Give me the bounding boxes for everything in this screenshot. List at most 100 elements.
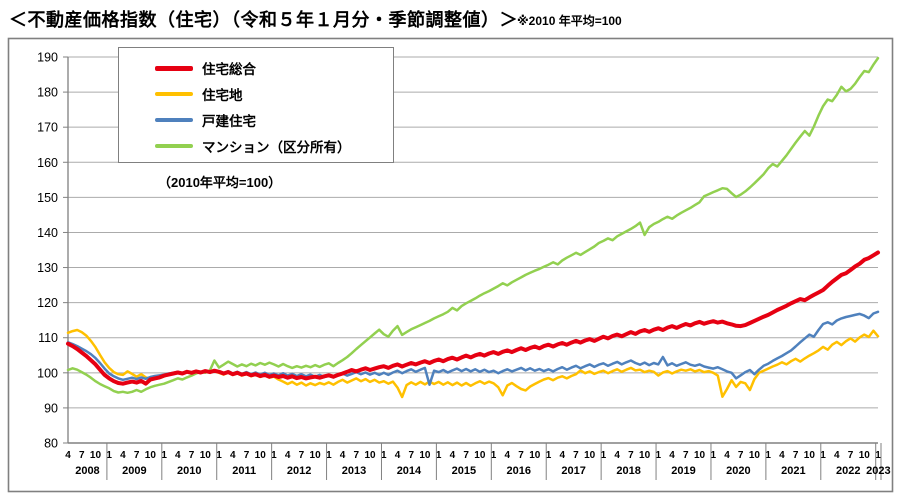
x-month-label: 1 — [546, 450, 552, 461]
x-month-label: 1 — [875, 450, 881, 461]
x-month-label: 1 — [106, 450, 112, 461]
x-month-label: 4 — [285, 450, 291, 461]
x-month-label: 10 — [200, 450, 212, 461]
x-month-label: 4 — [614, 450, 620, 461]
x-month-label: 7 — [189, 450, 195, 461]
x-month-label: 10 — [584, 450, 596, 461]
x-month-label: 7 — [408, 450, 414, 461]
x-month-label: 4 — [559, 450, 565, 461]
legend-line-swatch — [155, 92, 193, 96]
x-month-label: 7 — [848, 450, 854, 461]
x-year-label: 2023 — [866, 465, 890, 477]
x-month-label: 10 — [529, 450, 541, 461]
x-month-label: 7 — [518, 450, 524, 461]
x-year-label: 2021 — [781, 465, 805, 477]
y-axis-label: 130 — [37, 261, 58, 275]
y-axis-label: 120 — [37, 296, 58, 310]
x-month-label: 1 — [765, 450, 771, 461]
x-month-label: 4 — [175, 450, 181, 461]
x-month-label: 7 — [354, 450, 360, 461]
x-month-label: 10 — [90, 450, 102, 461]
x-year-label: 2014 — [397, 465, 422, 477]
legend-item-3: マンション（区分所有） — [155, 133, 393, 159]
x-month-label: 10 — [749, 450, 761, 461]
x-month-label: 10 — [694, 450, 706, 461]
x-month-label: 1 — [820, 450, 826, 461]
y-axis-label: 80 — [44, 437, 58, 451]
legend-label: 戸建住宅 — [202, 114, 256, 129]
x-month-label: 7 — [463, 450, 469, 461]
y-axis-label: 190 — [37, 51, 58, 65]
x-month-label: 4 — [395, 450, 401, 461]
legend-item-1: 住宅地 — [155, 81, 393, 107]
x-month-label: 10 — [145, 450, 157, 461]
x-month-label: 1 — [710, 450, 716, 461]
x-month-label: 7 — [683, 450, 689, 461]
x-month-label: 7 — [244, 450, 250, 461]
x-year-label: 2013 — [342, 465, 366, 477]
x-month-label: 1 — [491, 450, 497, 461]
x-month-label: 10 — [419, 450, 431, 461]
x-month-label: 10 — [255, 450, 267, 461]
legend-item-0: 住宅総合 — [155, 55, 393, 81]
x-month-label: 4 — [120, 450, 126, 461]
x-month-label: 10 — [804, 450, 816, 461]
x-month-label: 1 — [326, 450, 332, 461]
legend-line-swatch — [155, 144, 193, 148]
x-year-label: 2016 — [507, 465, 531, 477]
x-year-label: 2018 — [616, 465, 640, 477]
page-title: ＜不動産価格指数（住宅）（令和５年１月分・季節調整値）＞ — [9, 10, 518, 30]
x-year-label: 2012 — [287, 465, 311, 477]
x-month-label: 10 — [639, 450, 651, 461]
x-month-label: 1 — [436, 450, 442, 461]
x-month-label: 7 — [134, 450, 140, 461]
x-month-label: 7 — [299, 450, 305, 461]
x-month-label: 10 — [364, 450, 376, 461]
y-axis-label: 110 — [38, 331, 58, 345]
x-month-label: 10 — [474, 450, 486, 461]
x-month-label: 4 — [505, 450, 511, 461]
y-axis-label: 90 — [44, 401, 58, 415]
chart-legend: 住宅総合住宅地戸建住宅マンション（区分所有） — [118, 47, 394, 163]
x-year-label: 2015 — [452, 465, 476, 477]
x-month-label: 4 — [834, 450, 840, 461]
x-month-label: 7 — [628, 450, 634, 461]
x-month-label: 4 — [65, 450, 71, 461]
x-month-label: 4 — [230, 450, 236, 461]
x-month-label: 4 — [724, 450, 730, 461]
legend-label: マンション（区分所有） — [202, 140, 351, 155]
x-month-label: 1 — [656, 450, 662, 461]
x-year-label: 2017 — [561, 465, 585, 477]
legend-label: 住宅総合 — [202, 62, 256, 77]
x-month-label: 1 — [381, 450, 387, 461]
x-year-label: 2019 — [671, 465, 695, 477]
x-month-label: 7 — [793, 450, 799, 461]
x-year-label: 2011 — [232, 465, 256, 477]
x-month-label: 1 — [271, 450, 277, 461]
x-month-label: 7 — [738, 450, 744, 461]
x-month-label: 7 — [79, 450, 85, 461]
y-axis-label: 100 — [37, 366, 58, 380]
x-month-label: 1 — [216, 450, 222, 461]
x-month-label: 4 — [450, 450, 456, 461]
x-month-label: 7 — [573, 450, 579, 461]
legend-line-swatch — [155, 118, 193, 122]
x-month-label: 10 — [310, 450, 322, 461]
x-month-label: 1 — [161, 450, 167, 461]
y-axis-label: 170 — [37, 121, 58, 135]
legend-line-swatch — [155, 65, 193, 71]
x-year-label: 2022 — [836, 465, 860, 477]
x-month-label: 10 — [859, 450, 871, 461]
y-axis-label: 150 — [37, 191, 58, 205]
x-year-label: 2008 — [75, 465, 99, 477]
series-line-0 — [66, 250, 880, 386]
legend-label: 住宅地 — [202, 88, 243, 103]
title-note: ※2010 年平均=100 — [517, 14, 622, 28]
legend-note: （2010年平均=100） — [158, 175, 282, 190]
x-month-label: 4 — [340, 450, 346, 461]
x-month-label: 4 — [669, 450, 675, 461]
x-month-label: 4 — [779, 450, 785, 461]
y-axis-label: 160 — [37, 156, 58, 170]
legend-item-2: 戸建住宅 — [155, 107, 393, 133]
